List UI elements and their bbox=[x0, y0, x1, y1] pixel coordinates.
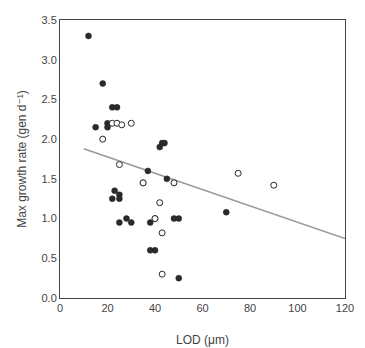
svg-text:100: 100 bbox=[288, 302, 306, 314]
svg-text:40: 40 bbox=[149, 302, 161, 314]
svg-text:2.0: 2.0 bbox=[42, 133, 57, 145]
svg-text:3.5: 3.5 bbox=[42, 14, 57, 26]
svg-text:20: 20 bbox=[101, 302, 113, 314]
svg-text:2.5: 2.5 bbox=[42, 93, 57, 105]
svg-text:3.0: 3.0 bbox=[42, 54, 57, 66]
svg-text:0: 0 bbox=[57, 302, 63, 314]
svg-text:60: 60 bbox=[196, 302, 208, 314]
svg-text:0.5: 0.5 bbox=[42, 252, 57, 264]
svg-text:120: 120 bbox=[336, 302, 354, 314]
svg-text:80: 80 bbox=[244, 302, 256, 314]
svg-text:LOD (μm): LOD (μm) bbox=[176, 333, 229, 347]
svg-text:1.5: 1.5 bbox=[42, 173, 57, 185]
svg-text:Max growth rate (gen d⁻¹): Max growth rate (gen d⁻¹) bbox=[15, 90, 29, 228]
svg-text:1.0: 1.0 bbox=[42, 212, 57, 224]
svg-text:0.0: 0.0 bbox=[42, 292, 57, 304]
